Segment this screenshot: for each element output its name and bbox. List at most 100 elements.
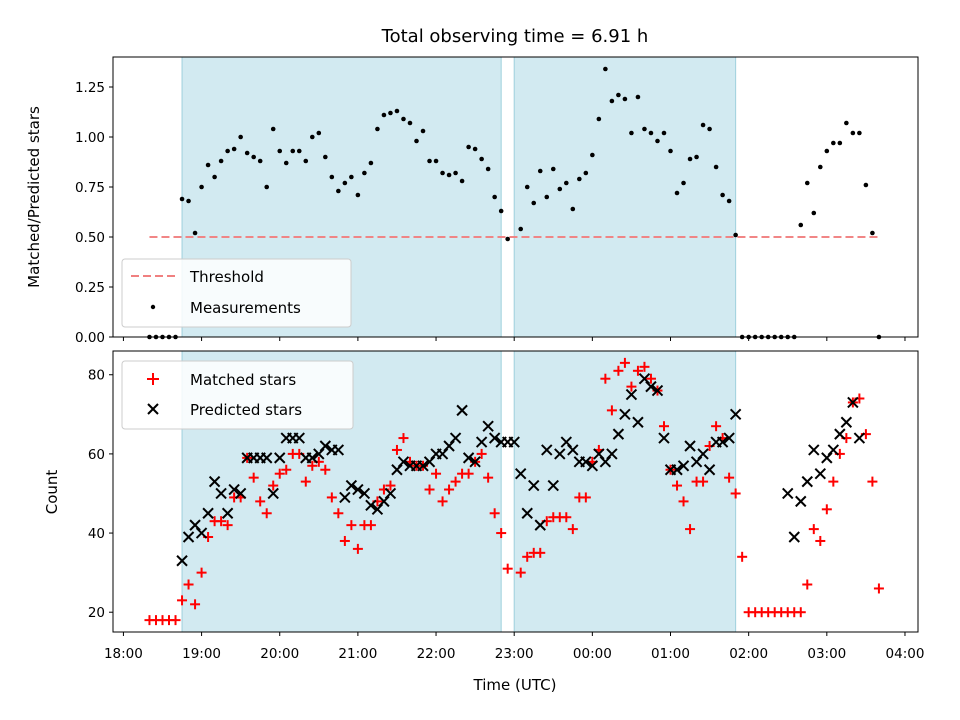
x-marker-b <box>521 507 533 519</box>
predicted-star-point <box>352 483 364 496</box>
measurement-point <box>590 152 595 158</box>
matched-star-point <box>737 551 748 562</box>
x-marker-b <box>801 475 813 488</box>
measurement-point <box>505 236 510 242</box>
measurement-point <box>798 222 804 228</box>
measurement-point <box>179 196 185 202</box>
matched-star-point <box>346 520 357 531</box>
predicted-star-point <box>586 460 599 472</box>
measurement-point <box>394 108 400 114</box>
x-marker-b <box>625 388 638 401</box>
measurement-point <box>629 130 634 136</box>
matched-star-point <box>711 421 722 432</box>
predicted-star-point <box>475 436 488 448</box>
predicted-star-point <box>729 408 742 421</box>
y-tick-label: 0.00 <box>75 330 105 346</box>
predicted-star-point <box>632 416 644 428</box>
measurement-point <box>720 192 725 198</box>
measurement-point <box>349 174 354 180</box>
x-marker-b <box>671 464 683 476</box>
predicted-star-point <box>528 479 540 492</box>
measurement-point <box>844 120 849 126</box>
predicted-star-point <box>703 464 716 476</box>
x-marker-b <box>827 444 840 456</box>
predicted-star-point <box>567 444 579 456</box>
matched-star-point <box>678 496 689 507</box>
measurement-point <box>726 198 732 204</box>
matched-star-point <box>815 535 826 546</box>
top-x-ticks <box>122 337 906 341</box>
measurement-point <box>264 184 270 190</box>
x-marker-b <box>228 483 240 496</box>
x-tick-label: 03:00 <box>807 646 846 662</box>
x-marker-b <box>782 487 794 500</box>
predicted-star-point <box>202 507 214 519</box>
bottom-legend-box <box>121 360 354 430</box>
shade-region <box>513 350 737 633</box>
top-panel: 0.00 0.25 0.50 0.75 1.00 1.25 Matched/Predict… <box>25 56 919 346</box>
matched-star-point <box>281 464 292 475</box>
legend-predicted-marker <box>147 403 159 415</box>
x-marker-b <box>397 456 410 468</box>
x-tick-label: 23:00 <box>495 646 534 662</box>
measurement-point <box>251 154 256 160</box>
x-marker-b <box>638 372 651 385</box>
measurement-point <box>596 116 602 122</box>
top-shade-regions <box>181 56 737 338</box>
measurement-point <box>498 208 504 214</box>
matched-star-point <box>626 381 637 392</box>
matched-star-point <box>561 512 572 523</box>
matched-star-point <box>645 373 656 384</box>
measurement-point <box>355 192 361 198</box>
matched-star-point <box>613 365 624 376</box>
matched-star-point <box>795 607 806 618</box>
matched-star-point <box>391 444 402 455</box>
measurement-point <box>244 150 250 156</box>
matched-star-point <box>326 492 337 503</box>
measurement-point <box>492 194 497 200</box>
top-axes-frame <box>112 56 919 338</box>
matched-star-point <box>515 567 526 578</box>
measurement-point <box>218 158 224 164</box>
predicted-star-point <box>795 495 807 508</box>
predicted-star-point <box>417 460 429 472</box>
measurement-point <box>440 170 445 176</box>
matched-star-point <box>333 508 344 519</box>
matched-star-point <box>821 504 832 515</box>
top-y-axis-label: Matched/Predicted stars <box>25 106 43 288</box>
matched-star-point <box>698 476 709 487</box>
predicted-star-point <box>358 487 371 500</box>
matched-star-point <box>307 460 318 471</box>
measurement-point <box>818 164 823 170</box>
matched-star-point <box>808 524 819 535</box>
x-tick-label: 00:00 <box>573 646 612 662</box>
measurement-point <box>550 166 556 172</box>
measurement-point <box>804 180 810 186</box>
matched-star-point <box>352 543 363 554</box>
x-marker-b <box>658 432 670 444</box>
bottom-y-ticks: 20 40 60 80 <box>88 368 113 621</box>
x-marker-b <box>619 408 631 421</box>
x-marker-b <box>358 487 371 500</box>
matched-star-point <box>431 468 442 479</box>
measurement-point <box>362 170 367 176</box>
matched-star-point <box>580 492 591 503</box>
predicted-star-point <box>651 384 664 397</box>
y-tick-label: 20 <box>88 605 105 621</box>
predicted-star-point <box>606 448 618 460</box>
predicted-star-point <box>293 432 305 444</box>
measurement-point <box>290 148 296 154</box>
matched-star-point <box>873 583 884 594</box>
measurement-point <box>459 178 465 184</box>
predicted-star-point <box>508 436 520 448</box>
predicted-star-point <box>521 507 533 519</box>
x-marker-b <box>547 479 559 492</box>
predicted-star-point <box>834 428 846 440</box>
x-marker-b <box>352 483 364 496</box>
predicted-star-point <box>619 408 631 421</box>
measurement-point <box>309 134 315 140</box>
measurement-point <box>857 130 862 136</box>
predicted-star-point <box>808 444 820 456</box>
predicted-star-point <box>716 436 729 448</box>
x-marker-b <box>488 432 501 444</box>
